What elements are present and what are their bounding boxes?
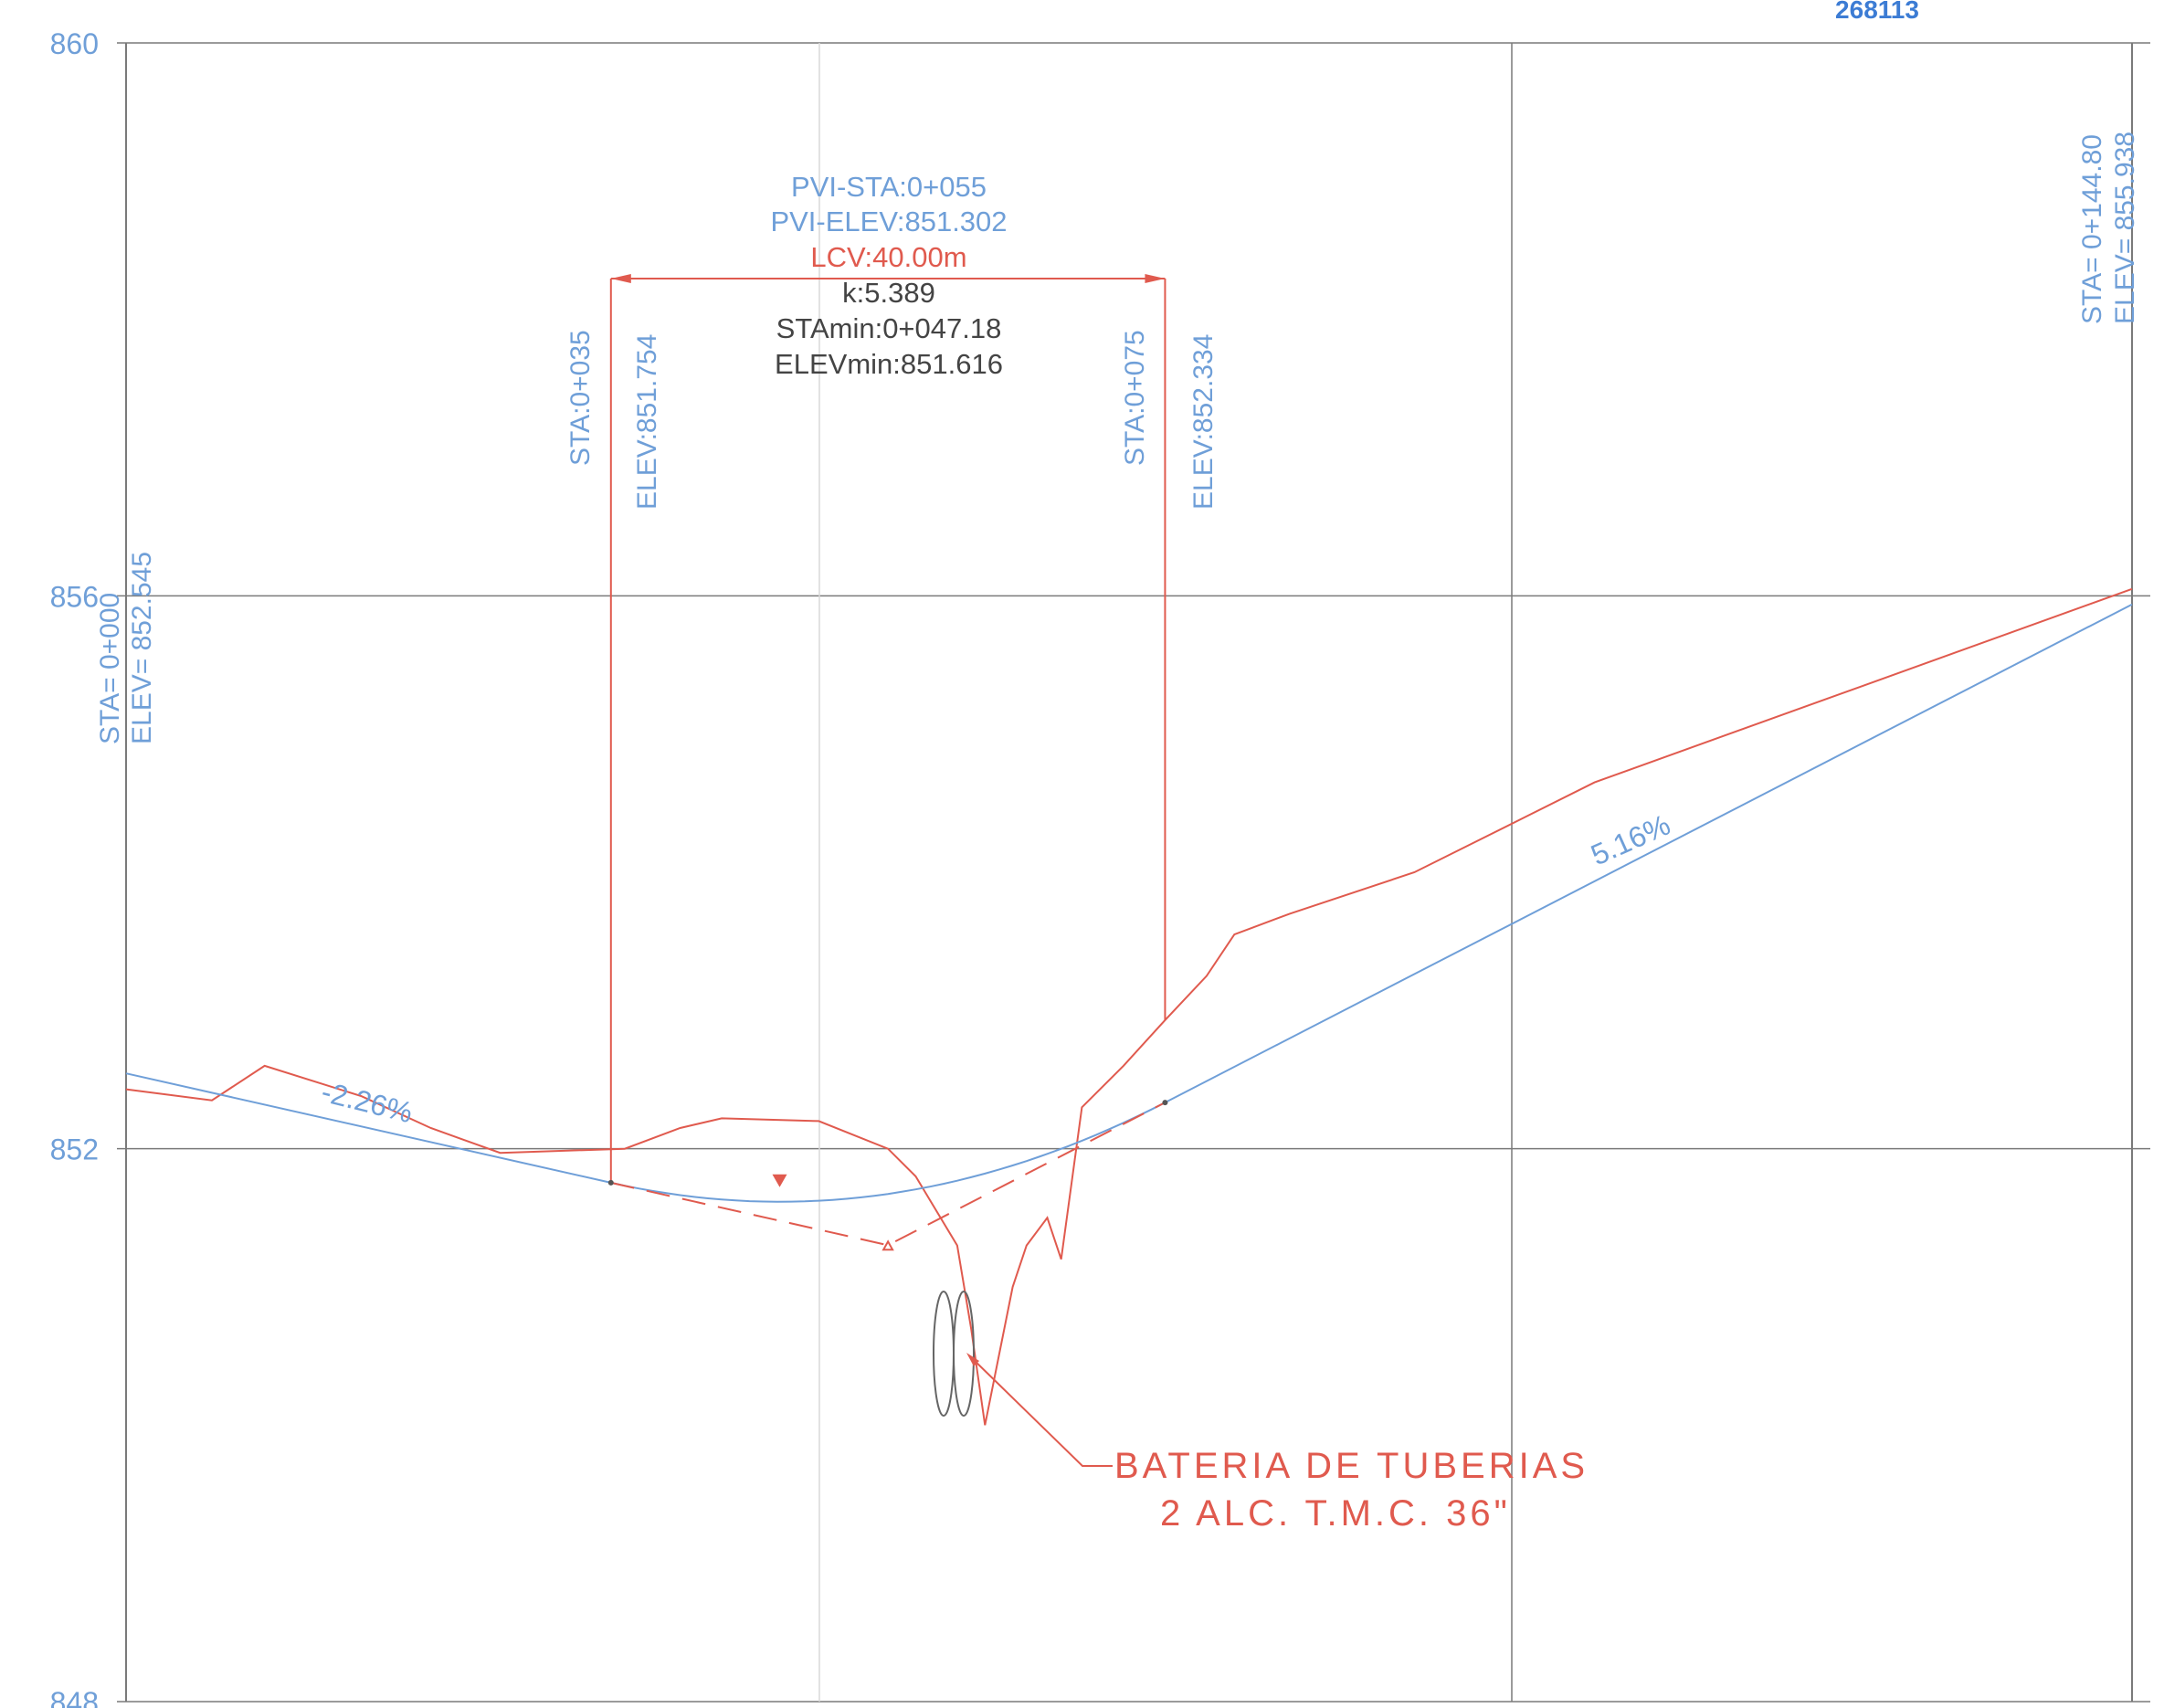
y-tick-label: 852 — [50, 1133, 99, 1166]
pvt-station-label: STA:0+075 — [1120, 330, 1150, 466]
k-value: k:5.389 — [842, 277, 935, 309]
elev-min: ELEVmin:851.616 — [775, 348, 1003, 380]
low-point-marker — [772, 1174, 787, 1187]
start-elevation-label: ELEV= 852.545 — [127, 552, 157, 744]
lcv-arrow-right — [1145, 274, 1166, 283]
grid — [117, 42, 2150, 1703]
y-axis-ticks: 860 856 852 848 — [50, 27, 99, 1708]
pvt-marker — [1162, 1100, 1168, 1106]
ground-profile — [125, 587, 2133, 1426]
drawing-id: 268113 — [1835, 0, 1919, 24]
pvi-marker — [881, 1239, 894, 1251]
lcv-label: LCV:40.00m — [810, 241, 966, 273]
pvi-elevation: PVI-ELEV:851.302 — [770, 206, 1007, 237]
end-elevation-label: ELEV= 855.938 — [2110, 132, 2140, 324]
pvi-station: PVI-STA:0+055 — [791, 171, 987, 203]
pvt-elevation-label: ELEV:852.334 — [1188, 334, 1219, 510]
start-station-label: STA= 0+000 — [95, 593, 125, 744]
end-station-label: STA= 0+144.80 — [2077, 134, 2107, 324]
pvi-tangent-lines — [610, 1102, 1166, 1247]
pvc-marker — [607, 1179, 614, 1186]
pvc-elevation-label: ELEV:851.754 — [632, 334, 662, 510]
culvert-pipe-2 — [953, 1291, 975, 1417]
pvc-station-label: STA:0+035 — [565, 330, 596, 466]
design-grade-line — [125, 603, 2133, 1203]
culvert-pipe-1 — [933, 1291, 955, 1417]
lcv-arrow-left — [610, 274, 631, 283]
note-leader-arrow — [966, 1353, 979, 1366]
y-tick-label: 856 — [50, 580, 99, 613]
curve-annotation: PVI-STA:0+055 PVI-ELEV:851.302 LCV:40.00… — [770, 171, 1007, 380]
y-tick-label: 860 — [50, 27, 99, 60]
sta-min: STAmin:0+047.18 — [776, 312, 1002, 344]
note-line-2: 2 ALC. T.M.C. 36" — [1160, 1493, 1511, 1534]
culvert-pipes — [933, 1291, 975, 1417]
y-tick-label: 848 — [50, 1686, 99, 1708]
note-line-1: BATERIA DE TUBERIAS — [1114, 1446, 1589, 1486]
grade-in-label: -2.26% — [318, 1075, 416, 1129]
note-leader-line — [969, 1355, 1113, 1467]
